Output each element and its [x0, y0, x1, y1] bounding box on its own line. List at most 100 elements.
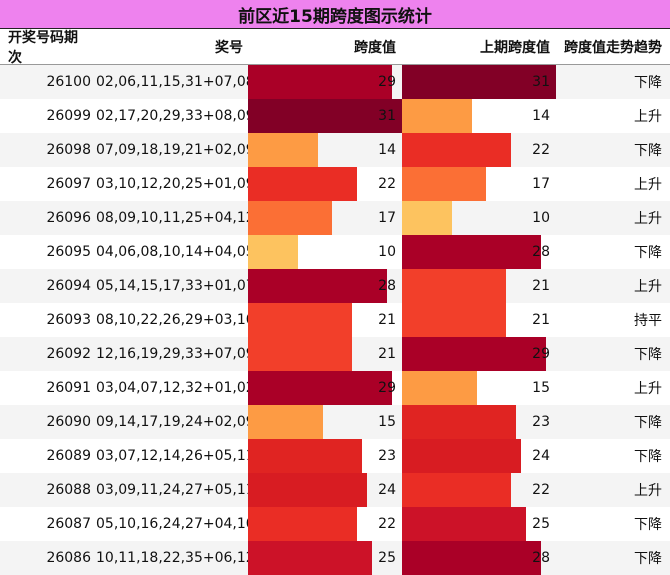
- span-bar: [248, 99, 402, 133]
- trend-cell: 下降: [634, 551, 662, 567]
- span-cell: 25: [248, 541, 402, 575]
- span-value: 22: [378, 176, 396, 192]
- prev-span-cell: 28: [402, 235, 556, 269]
- prev-span-value: 28: [532, 550, 550, 566]
- table-row: 26086 10,11,18,22,35+06,12 25 28 下降: [0, 541, 670, 575]
- prev-span-value: 22: [532, 142, 550, 158]
- prev-span-bar: [402, 167, 486, 201]
- trend-cell: 持平: [634, 313, 662, 329]
- header-numbers: 奖号: [215, 39, 243, 56]
- trend-cell: 下降: [634, 517, 662, 533]
- header-issue: 开奖号码期次: [8, 29, 78, 66]
- table-row: 26095 04,06,08,10,14+04,05 10 28 下降: [0, 235, 670, 269]
- span-value: 31: [378, 108, 396, 124]
- span-bar: [248, 167, 357, 201]
- span-value: 14: [378, 142, 396, 158]
- numbers-cell: 09,14,17,19,24+02,09: [96, 414, 255, 430]
- span-bar: [248, 405, 323, 439]
- span-value: 25: [378, 550, 396, 566]
- prev-span-cell: 22: [402, 133, 556, 167]
- span-cell: 23: [248, 439, 402, 473]
- span-bar: [248, 439, 362, 473]
- span-cell: 31: [248, 99, 402, 133]
- issue-cell: 26088: [46, 482, 91, 498]
- issue-cell: 26094: [46, 278, 91, 294]
- span-value: 29: [378, 380, 396, 396]
- prev-span-bar: [402, 235, 541, 269]
- prev-span-value: 15: [532, 380, 550, 396]
- trend-cell: 上升: [634, 483, 662, 499]
- span-bar: [248, 337, 352, 371]
- prev-span-bar: [402, 405, 516, 439]
- span-value: 10: [378, 244, 396, 260]
- numbers-cell: 04,06,08,10,14+04,05: [96, 244, 255, 260]
- span-cell: 17: [248, 201, 402, 235]
- span-value: 29: [378, 74, 396, 90]
- prev-span-value: 24: [532, 448, 550, 464]
- span-bar: [248, 201, 332, 235]
- prev-span-value: 17: [532, 176, 550, 192]
- issue-cell: 26098: [46, 142, 91, 158]
- numbers-cell: 03,09,11,24,27+05,11: [96, 482, 255, 498]
- span-cell: 21: [248, 303, 402, 337]
- prev-span-bar: [402, 269, 506, 303]
- prev-span-value: 25: [532, 516, 550, 532]
- trend-cell: 上升: [634, 211, 662, 227]
- trend-cell: 上升: [634, 109, 662, 125]
- span-value: 23: [378, 448, 396, 464]
- prev-span-cell: 31: [402, 65, 556, 99]
- prev-span-bar: [402, 99, 472, 133]
- numbers-cell: 10,11,18,22,35+06,12: [96, 550, 255, 566]
- table-row: 26094 05,14,15,17,33+01,07 28 21 上升: [0, 269, 670, 303]
- prev-span-cell: 15: [402, 371, 556, 405]
- table-body: 26100 02,06,11,15,31+07,08 29 31 下降 26099 02,1…: [0, 65, 670, 575]
- prev-span-cell: 25: [402, 507, 556, 541]
- issue-cell: 26093: [46, 312, 91, 328]
- trend-cell: 下降: [634, 75, 662, 91]
- issue-cell: 26090: [46, 414, 91, 430]
- span-cell: 24: [248, 473, 402, 507]
- span-value: 21: [378, 346, 396, 362]
- numbers-cell: 02,17,20,29,33+08,09: [96, 108, 255, 124]
- issue-cell: 26095: [46, 244, 91, 260]
- trend-cell: 下降: [634, 415, 662, 431]
- prev-span-cell: 23: [402, 405, 556, 439]
- table-header: 开奖号码期次 奖号 跨度值 上期跨度值 跨度值走势趋势: [0, 29, 670, 66]
- span-bar: [248, 133, 318, 167]
- span-bar: [248, 507, 357, 541]
- span-cell: 22: [248, 167, 402, 201]
- issue-cell: 26092: [46, 346, 91, 362]
- prev-span-cell: 14: [402, 99, 556, 133]
- span-cell: 21: [248, 337, 402, 371]
- numbers-cell: 12,16,19,29,33+07,09: [96, 346, 255, 362]
- prev-span-cell: 24: [402, 439, 556, 473]
- chart-title: 前区近15期跨度图示统计: [0, 0, 670, 29]
- numbers-cell: 07,09,18,19,21+02,09: [96, 142, 255, 158]
- trend-cell: 下降: [634, 347, 662, 363]
- span-bar: [248, 269, 387, 303]
- table-row: 26088 03,09,11,24,27+05,11 24 22 上升: [0, 473, 670, 507]
- prev-span-bar: [402, 473, 511, 507]
- table-row: 26100 02,06,11,15,31+07,08 29 31 下降: [0, 65, 670, 99]
- prev-span-bar: [402, 65, 556, 99]
- span-bar: [248, 371, 392, 405]
- numbers-cell: 02,06,11,15,31+07,08: [96, 74, 255, 90]
- span-bar: [248, 235, 298, 269]
- prev-span-bar: [402, 541, 541, 575]
- header-trend: 跨度值走势趋势: [564, 39, 662, 56]
- span-cell: 22: [248, 507, 402, 541]
- issue-cell: 26091: [46, 380, 91, 396]
- header-prev-span: 上期跨度值: [480, 39, 550, 56]
- prev-span-bar: [402, 371, 477, 405]
- table-row: 26091 03,04,07,12,32+01,02 29 15 上升: [0, 371, 670, 405]
- issue-cell: 26089: [46, 448, 91, 464]
- table-row: 26098 07,09,18,19,21+02,09 14 22 下降: [0, 133, 670, 167]
- trend-cell: 上升: [634, 177, 662, 193]
- issue-cell: 26100: [46, 74, 91, 90]
- span-bar: [248, 473, 367, 507]
- trend-cell: 下降: [634, 143, 662, 159]
- prev-span-cell: 10: [402, 201, 556, 235]
- span-value: 22: [378, 516, 396, 532]
- span-value: 24: [378, 482, 396, 498]
- issue-cell: 26086: [46, 550, 91, 566]
